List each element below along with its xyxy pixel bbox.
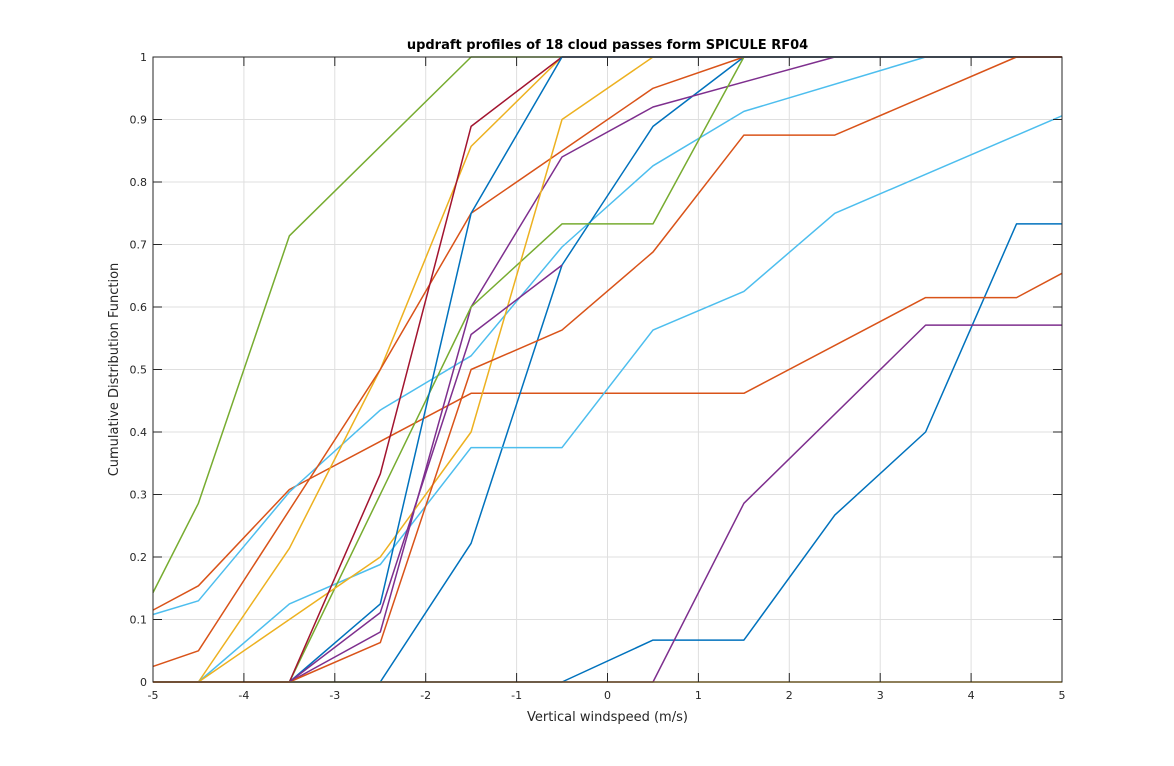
y-tick-label: 0.5 bbox=[130, 364, 148, 377]
y-axis-label: Cumulative Distribution Function bbox=[107, 263, 122, 477]
y-tick-label: 0.7 bbox=[130, 239, 148, 252]
axis-ticks: -5 -4 -3 -2 -1 0 1 2 3 4 5 0 0.1 0.2 0.3 0.4 0.5 0.6 0.7 0.… bbox=[130, 51, 1066, 702]
x-tick-label: 1 bbox=[695, 689, 702, 702]
x-tick-label: -3 bbox=[329, 689, 340, 702]
x-tick-label: -5 bbox=[148, 689, 159, 702]
x-tick-label: -2 bbox=[420, 689, 431, 702]
y-tick-label: 1 bbox=[140, 51, 147, 64]
y-tick-label: 0.4 bbox=[130, 426, 148, 439]
series-line-2 bbox=[152, 272, 1063, 611]
x-tick-label: -4 bbox=[238, 689, 249, 702]
y-tick-label: 0.3 bbox=[130, 489, 148, 502]
series-line-9 bbox=[153, 115, 1063, 683]
y-tick-label: 0.2 bbox=[130, 551, 148, 564]
y-tick-label: 0.8 bbox=[130, 176, 148, 189]
series-line-10 bbox=[153, 56, 1062, 683]
series-line-1 bbox=[153, 223, 1062, 683]
x-tick-label: 3 bbox=[877, 689, 884, 702]
x-tick-label: 5 bbox=[1059, 689, 1066, 702]
chart-title: updraft profiles of 18 cloud passes form… bbox=[407, 38, 808, 53]
x-axis-label: Vertical windspeed (m/s) bbox=[527, 710, 688, 725]
x-tick-label: 4 bbox=[968, 689, 975, 702]
y-tick-label: 0.1 bbox=[130, 614, 148, 627]
x-tick-label: 2 bbox=[786, 689, 793, 702]
y-tick-label: 0 bbox=[140, 676, 147, 689]
x-tick-label: -1 bbox=[511, 689, 522, 702]
x-tick-label: 0 bbox=[604, 689, 611, 702]
series-line-3 bbox=[152, 56, 1062, 616]
y-tick-label: 0.9 bbox=[130, 114, 148, 127]
series-line-15 bbox=[153, 56, 1062, 683]
y-tick-label: 0.6 bbox=[130, 301, 148, 314]
